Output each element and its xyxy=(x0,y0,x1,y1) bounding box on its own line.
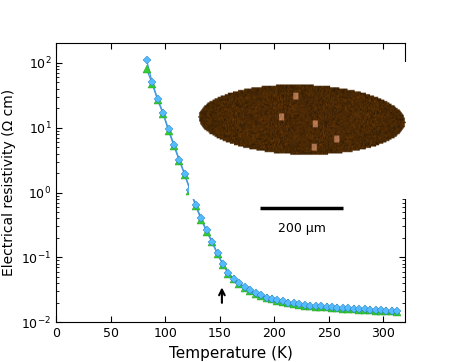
X-axis label: Temperature (K): Temperature (K) xyxy=(169,346,292,361)
Text: 200 μm: 200 μm xyxy=(278,222,325,235)
Y-axis label: Electrical resistivity (Ω cm): Electrical resistivity (Ω cm) xyxy=(2,89,16,276)
